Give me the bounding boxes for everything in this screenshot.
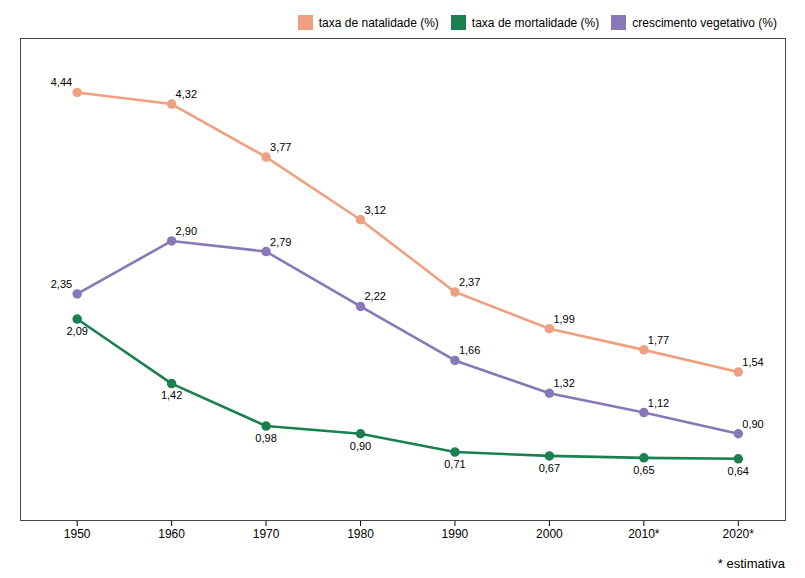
svg-text:1,32: 1,32 [553,377,574,389]
svg-text:2,35: 2,35 [51,278,72,290]
svg-text:1950: 1950 [64,527,91,541]
svg-text:0,90: 0,90 [350,440,371,452]
html-text:taxa de mortalidade (%): taxa de mortalidade (%) [471,15,600,30]
svg-text:0,64: 0,64 [728,465,749,477]
svg-text:2,37: 2,37 [459,276,480,288]
svg-text:2,09: 2,09 [66,325,87,337]
svg-text:1,66: 1,66 [459,344,480,356]
html-text:taxa de natalidade (%): taxa de natalidade (%) [318,15,439,30]
svg-text:0,90: 0,90 [742,418,763,430]
svg-text:1,77: 1,77 [648,334,669,346]
svg-text:2,22: 2,22 [365,290,386,302]
svg-text:1960: 1960 [158,527,185,541]
svg-text:1970: 1970 [253,527,280,541]
svg-text:4,32: 4,32 [176,88,197,100]
svg-text:0,65: 0,65 [633,464,654,476]
svg-text:0,98: 0,98 [255,432,276,444]
svg-text:1,42: 1,42 [161,389,182,401]
svg-text:3,12: 3,12 [365,204,386,216]
svg-text:3,77: 3,77 [270,141,291,153]
svg-text:1,54: 1,54 [742,356,763,368]
svg-text:0,71: 0,71 [444,458,465,470]
html-text:crescimento vegetativo (%): crescimento vegetativo (%) [632,15,777,30]
svg-text:2020*: 2020* [723,527,755,541]
svg-text:2010*: 2010* [628,527,660,541]
svg-text:2000: 2000 [536,527,563,541]
html-text:* estimativa: * estimativa [717,555,785,571]
svg-text:1980: 1980 [347,527,374,541]
svg-text:1,99: 1,99 [553,313,574,325]
svg-text:2,90: 2,90 [176,225,197,237]
svg-text:2,79: 2,79 [270,236,291,248]
svg-text:4,44: 4,44 [51,76,72,88]
svg-text:0,67: 0,67 [539,462,560,474]
svg-text:1990: 1990 [442,527,469,541]
svg-text:1,12: 1,12 [648,397,669,409]
